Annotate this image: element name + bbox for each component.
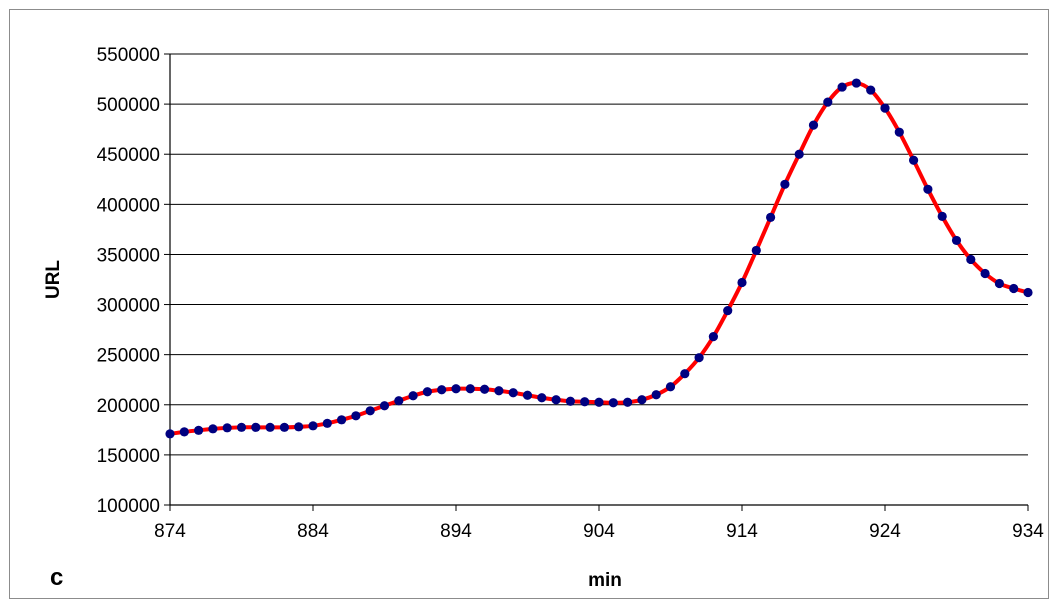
y-axis-title: URL: [43, 260, 64, 299]
y-tick-label: 200000: [97, 396, 160, 417]
data-point: [279, 422, 289, 432]
data-point: [480, 384, 490, 394]
y-tick-label: 550000: [97, 45, 160, 66]
y-tick-label: 300000: [97, 296, 160, 317]
data-point: [437, 385, 447, 395]
x-axis-title: min: [588, 570, 622, 591]
data-point: [823, 97, 833, 107]
data-point: [422, 387, 432, 397]
data-point: [794, 149, 804, 159]
data-point: [837, 82, 847, 92]
data-point: [651, 390, 661, 400]
data-point: [308, 421, 318, 431]
x-tick-marks: [169, 505, 1029, 511]
data-point: [923, 184, 933, 194]
data-point: [208, 424, 218, 434]
data-point: [680, 369, 690, 379]
y-tick-label: 250000: [97, 346, 160, 367]
data-point: [508, 388, 518, 398]
data-point: [194, 425, 204, 435]
data-point: [951, 235, 962, 246]
y-tick-label: 400000: [97, 195, 160, 216]
data-point: [365, 406, 375, 416]
data-point: [265, 422, 275, 432]
data-point: [751, 245, 761, 256]
x-tick-label: 934: [1012, 521, 1044, 542]
data-point: [165, 429, 175, 439]
data-point: [665, 382, 676, 392]
data-point: [708, 332, 719, 342]
data-point: [251, 422, 261, 432]
data-point: [451, 384, 461, 394]
data-point: [294, 422, 304, 432]
y-tick-label: 100000: [97, 496, 160, 517]
data-point: [909, 155, 919, 165]
y-tick-label: 150000: [97, 446, 160, 467]
data-point: [322, 418, 332, 428]
data-point: [408, 391, 418, 401]
data-point: [866, 85, 876, 95]
data-point: [551, 395, 561, 405]
y-tick-label: 350000: [97, 245, 160, 266]
x-tick-label: 924: [869, 521, 901, 542]
x-tick-label: 874: [154, 521, 186, 542]
data-point: [808, 120, 819, 130]
y-tick-label: 450000: [97, 145, 160, 166]
data-point: [894, 127, 904, 137]
data-point: [379, 401, 390, 411]
data-point: [394, 396, 404, 406]
data-point: [737, 277, 747, 288]
data-point: [351, 411, 361, 421]
data-point: [980, 268, 990, 279]
data-point: [537, 393, 547, 403]
data-point: [766, 212, 776, 222]
data-point: [465, 384, 475, 394]
panel-label: c: [50, 564, 63, 591]
data-point: [723, 305, 733, 316]
data-point: [994, 278, 1005, 289]
x-tick-labels: 874 884 894 904 914 924 934: [154, 521, 1044, 542]
data-point: [851, 78, 862, 88]
x-tick-label: 914: [726, 521, 758, 542]
y-tick-labels: 100000 150000 200000 250000 300000 350000 4000…: [97, 45, 160, 517]
data-point: [222, 423, 232, 433]
data-point: [1009, 283, 1019, 294]
data-point: [966, 254, 976, 265]
data-point: [179, 427, 189, 437]
x-tick-label: 894: [440, 521, 472, 542]
data-point: [1023, 287, 1033, 298]
data-point: [565, 396, 576, 406]
data-point: [694, 353, 704, 363]
data-point: [937, 211, 947, 221]
data-point: [522, 390, 533, 400]
grid-lines: [164, 53, 1028, 506]
data-point: [337, 415, 347, 425]
data-point: [494, 386, 504, 396]
data-point: [236, 422, 247, 432]
data-point: [594, 397, 604, 407]
data-point: [880, 103, 890, 113]
y-tick-label: 500000: [97, 95, 160, 116]
x-tick-label: 884: [297, 521, 329, 542]
data-point: [608, 398, 618, 408]
x-tick-label: 904: [583, 521, 615, 542]
data-point: [637, 395, 647, 405]
data-point: [623, 397, 633, 407]
data-point: [580, 397, 590, 407]
data-point: [780, 179, 790, 189]
chart-frame: [9, 9, 1049, 599]
series-markers: [165, 78, 1033, 439]
